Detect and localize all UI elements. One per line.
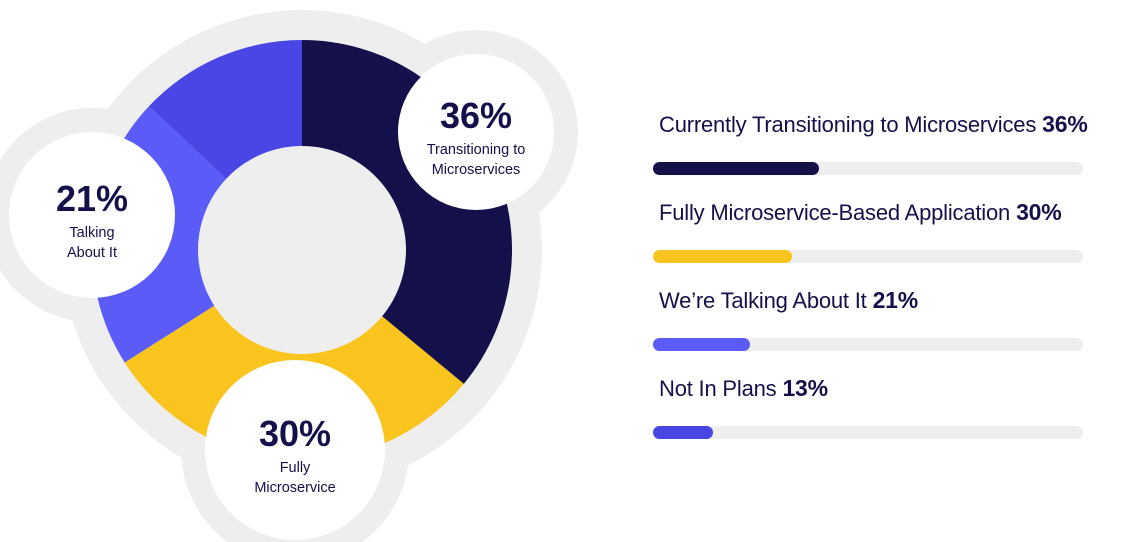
legend-label-text: Fully Microservice-Based Application — [659, 200, 1011, 225]
callout-percent: 21% — [56, 178, 128, 219]
progress-track — [653, 426, 1083, 439]
legend-item: Currently Transitioning to Microservices… — [653, 108, 1123, 196]
callout-caption: Microservices — [432, 162, 521, 178]
progress-fill — [653, 162, 820, 175]
legend-label-text: Not In Plans — [659, 376, 777, 401]
donut-chart: 36% Transitioning to Microservices 30% Fully… — [0, 10, 578, 542]
callout-circle — [398, 54, 554, 210]
progress-fill — [653, 338, 751, 351]
legend-item: Fully Microservice-Based Application 30% — [653, 196, 1123, 284]
callout-bubbles: 36% Transitioning to Microservices 30% Fully… — [9, 54, 554, 540]
legend-item: We’re Talking About It 21% — [653, 284, 1123, 372]
legend-label: Not In Plans 13% — [659, 375, 828, 402]
legend-percent: 36% — [1042, 111, 1088, 137]
progress-fill — [653, 250, 792, 263]
callout-bubble: 21% Talking About It — [9, 132, 175, 298]
progress-fill — [653, 426, 714, 439]
callout-caption: Transitioning to — [427, 142, 526, 158]
donut-hole — [198, 146, 406, 354]
progress-track — [653, 162, 1083, 175]
legend-label: Currently Transitioning to Microservices… — [659, 111, 1088, 138]
legend-label: We’re Talking About It 21% — [659, 287, 918, 314]
legend-label: Fully Microservice-Based Application 30% — [659, 199, 1062, 226]
callout-percent: 30% — [259, 413, 331, 454]
legend-percent: 21% — [872, 287, 919, 313]
legend-percent: 13% — [782, 375, 828, 401]
callout-circle — [205, 360, 385, 540]
legend-bars: Currently Transitioning to Microservices… — [653, 108, 1123, 460]
legend-item: Not In Plans 13% — [653, 372, 1123, 460]
legend-label-text: We’re Talking About It — [659, 288, 867, 313]
progress-track — [653, 338, 1083, 351]
callout-circle — [9, 132, 175, 298]
legend-label-text: Currently Transitioning to Microservices — [659, 112, 1037, 137]
callout-bubble: 30% Fully Microservice — [205, 360, 385, 540]
progress-track — [653, 250, 1083, 263]
legend-percent: 30% — [1016, 199, 1062, 225]
callout-percent: 36% — [440, 95, 512, 136]
callout-caption: Talking — [69, 225, 114, 241]
donut-slice — [124, 250, 464, 461]
callout-bubble: 36% Transitioning to Microservices — [398, 54, 554, 210]
callout-caption: Microservice — [254, 480, 335, 496]
callout-caption: Fully — [280, 460, 311, 476]
callout-caption: About It — [67, 245, 117, 261]
